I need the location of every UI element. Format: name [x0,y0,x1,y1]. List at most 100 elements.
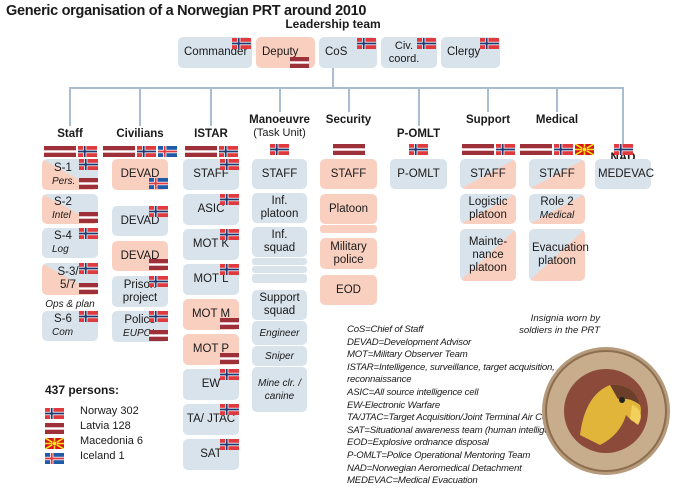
column-title: Manoeuvre [249,114,310,126]
org-unit-box[interactable]: Mainte- nance platoon [460,229,516,281]
org-unit-box[interactable]: Sniper [252,346,307,366]
org-unit-box[interactable]: MOT K [183,229,239,260]
org-unit-box[interactable]: SAT [183,439,239,470]
org-unit-box[interactable]: ASIC [183,194,239,225]
org-unit-box[interactable]: S-6 Com [42,311,98,341]
leadership-box[interactable]: Civ. coord. [381,37,437,68]
glossary-entry: CoS=Chief of Staff [347,324,424,335]
org-unit-box[interactable]: Evacuation platoon [529,229,589,281]
org-unit-box[interactable]: MOT L [183,264,239,295]
org-unit-box[interactable]: Mine clr. / canine [252,367,307,412]
box-label: STAFF [539,167,575,180]
norway-flag-icon [220,194,239,209]
glossary-entry: P-OMLT=Police Operational Mentoring Team [347,449,531,461]
org-unit-box[interactable]: S-1 Pers. [42,159,98,190]
org-unit-box[interactable] [320,225,377,233]
org-unit-box[interactable]: Inf. squad [252,227,307,257]
latvia-flag-icon [461,142,494,160]
box-label: Role 2 [540,196,574,208]
org-unit-box[interactable]: STAFF [252,159,307,189]
org-unit-box[interactable]: S-4 Log [42,228,98,258]
org-unit-box[interactable] [252,266,307,273]
box-label: Military police [330,240,367,266]
column-subtitle: (Task Unit) [253,127,306,139]
leadership-box[interactable]: CoS [319,37,377,68]
org-unit-box[interactable]: Logistic platoon [460,194,516,224]
connector-line [556,88,558,112]
norway-flag-icon [613,142,633,160]
org-unit-box[interactable]: Inf. platoon [252,193,307,223]
org-unit-box[interactable]: Military police [320,238,377,269]
org-unit-box[interactable]: EOD [320,275,377,305]
org-unit-box[interactable] [252,274,307,283]
leadership-box[interactable]: Commander [178,37,252,68]
box-label: DEVAD [120,249,160,262]
norway-flag-icon [220,439,239,454]
norway-flag-icon [220,404,239,419]
box-sublabel: Pers. [52,175,76,187]
org-unit-box[interactable]: Engineer [252,321,307,345]
column-heading-security: Security [310,114,387,127]
org-unit-box[interactable]: Support squad [252,290,307,320]
box-label: Civ. coord. [388,39,420,65]
latvia-flag-icon [103,144,135,162]
org-unit-box[interactable]: MOT M [183,299,239,330]
legend-item-norway: Norway 302 [80,405,139,417]
org-unit-box[interactable]: MEDEVAC [595,159,654,189]
org-unit-box[interactable]: Role 2 Medical [529,194,585,224]
latvia-flag-icon [220,318,239,333]
box-label: CoS [325,46,348,58]
org-unit-box[interactable]: P-OMLT [390,159,447,189]
glossary-entry: TA/JTAC=Target Acquisition/Joint Termina… [347,412,580,424]
box-label: Platoon [328,202,368,215]
box-label: TA/ JTAC [186,413,236,425]
org-unit-box[interactable]: DEVAD [112,206,168,236]
org-unit-box[interactable]: TA/ JTAC [183,404,239,435]
box-sublabel: Mine clr. / canine [258,377,301,402]
box-label: Prison project [122,278,158,304]
org-unit-box[interactable]: S-3/ 5/7 Ops & plan [42,263,98,310]
norway-flag-icon [417,38,436,53]
box-label: S-6 [54,313,72,325]
org-unit-box[interactable]: EW [183,369,239,400]
org-unit-box[interactable] [252,258,307,265]
org-unit-box[interactable]: S-2 Intel [42,194,98,224]
iceland-flag-icon [45,451,64,469]
connector-line [417,88,420,126]
box-label: MOT L [193,273,229,285]
norway-flag-icon [270,142,289,160]
box-label: STAFF [261,167,298,180]
norway-flag-icon [357,38,376,53]
norway-flag-icon [554,142,573,160]
norway-flag-icon [220,229,239,244]
org-unit-box[interactable]: STAFF [183,159,239,190]
org-unit-box[interactable]: DEVAD [112,159,168,190]
org-unit-box[interactable]: STAFF [460,159,516,189]
org-unit-box[interactable]: Platoon [320,194,377,224]
glossary-entry: ASIC=All source intelligence cell [347,386,479,398]
box-sublabel: Engineer [259,327,300,339]
iceland-flag-icon [149,178,168,193]
box-label: Inf. squad [263,229,296,254]
org-unit-box[interactable]: MOT P [183,334,239,365]
box-sublabel: Ops & plan [45,299,95,310]
leadership-box[interactable]: Deputy [256,37,315,68]
box-label: Evacuation platoon [532,242,589,267]
org-unit-box[interactable]: DEVAD [112,241,168,271]
org-unit-box[interactable]: Police EUPOL [112,311,168,342]
column-title: Staff [57,128,83,140]
box-label: MOT P [192,343,230,355]
connector-line [487,88,489,112]
latvia-flag-icon [184,144,217,162]
org-unit-box[interactable]: Prison project [112,276,168,307]
leadership-box[interactable]: Clergy [441,37,500,68]
org-unit-box[interactable]: STAFF [320,159,377,189]
box-label: Logistic platoon [468,196,508,221]
glossary: CoS=Chief of Staff DEVAD=Development Advi… [347,324,608,488]
box-label: Deputy [262,46,299,58]
box-label: DEVAD [120,168,160,180]
norway-flag-icon [409,142,428,160]
org-unit-box[interactable]: STAFF [529,159,585,189]
column-title: Security [325,114,372,126]
